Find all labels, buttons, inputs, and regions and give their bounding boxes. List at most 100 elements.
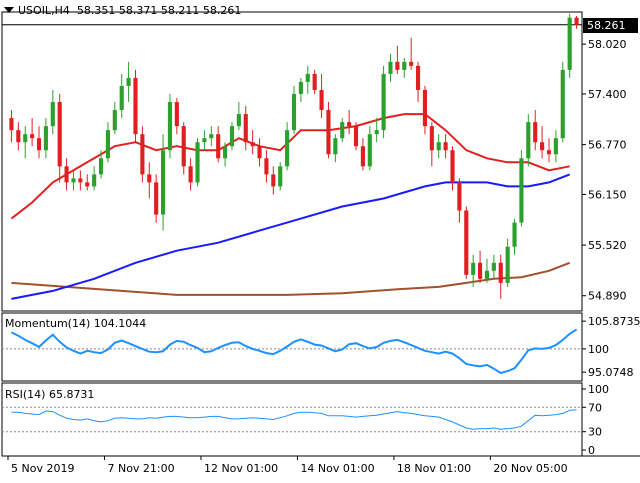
fast-moving-average-line: [10, 113, 570, 220]
price-tick-label: 55.520: [588, 239, 627, 252]
candle-body: [126, 77, 131, 86]
momentum-line: [10, 328, 578, 375]
candle: [291, 85, 297, 135]
candle: [257, 138, 262, 167]
dropdown-triangle-icon[interactable]: [4, 7, 14, 13]
candle-body: [271, 174, 276, 187]
candle-body: [326, 110, 331, 155]
candle-body: [347, 122, 352, 127]
candle-body: [395, 61, 400, 70]
price-tick-label: 58.020: [588, 38, 627, 51]
time-tick-label: 20 Nov 05:00: [493, 462, 567, 475]
candle-body: [30, 134, 35, 139]
last-price-tag: 58.261: [583, 17, 638, 33]
candle: [443, 134, 448, 159]
candle: [119, 73, 124, 119]
candle-body: [340, 122, 345, 139]
candle: [422, 85, 428, 135]
candle: [471, 254, 476, 287]
candle: [395, 45, 400, 74]
low-value: 58.211: [160, 4, 200, 17]
candle-body: [450, 150, 455, 183]
candle: [388, 53, 393, 82]
candle: [540, 126, 545, 159]
candle: [9, 110, 14, 143]
candle-body: [436, 142, 441, 151]
candle-body: [333, 138, 338, 155]
candle: [278, 162, 283, 191]
candle: [264, 150, 269, 183]
candle: [305, 65, 310, 94]
candle: [498, 254, 503, 299]
candle-body: [409, 61, 414, 66]
candle: [23, 126, 28, 159]
candle: [450, 146, 455, 191]
candle-body: [71, 178, 76, 183]
candle-body: [422, 89, 428, 127]
candle: [236, 102, 241, 131]
candle-body: [402, 61, 407, 70]
candle: [64, 158, 69, 191]
rsi-tick-label: 0: [588, 444, 595, 457]
candle-body: [360, 146, 365, 167]
candle: [333, 134, 338, 163]
candle: [429, 122, 434, 167]
candle-body: [526, 122, 531, 159]
candle-body: [105, 130, 110, 159]
candle: [457, 178, 462, 223]
candle-body: [533, 122, 538, 143]
candle-body: [471, 262, 476, 275]
candle: [126, 61, 131, 103]
candle-body: [9, 118, 14, 131]
candle-body: [181, 126, 186, 167]
rsi-tick-label: 70: [588, 401, 602, 414]
candle-body: [574, 17, 579, 25]
candle-body: [319, 89, 324, 111]
candle: [567, 13, 572, 78]
candle: [574, 16, 579, 29]
candle-body: [202, 138, 207, 143]
candle-body: [209, 134, 214, 139]
candle: [78, 170, 83, 191]
slow-moving-average-line: [11, 261, 571, 296]
candle-body: [236, 114, 241, 127]
candle-body: [560, 69, 565, 139]
time-tick-label: 5 Nov 2019: [11, 462, 74, 475]
candle: [92, 166, 97, 191]
candle: [105, 122, 110, 163]
candle-body: [457, 182, 462, 211]
candle-body: [464, 210, 469, 275]
candle-body: [312, 73, 317, 90]
candle-body: [374, 130, 379, 135]
candle-body: [147, 174, 152, 183]
candle: [347, 110, 352, 135]
candle-body: [229, 126, 235, 147]
candle: [147, 162, 152, 199]
candle-body: [498, 262, 503, 283]
candle-body: [98, 158, 104, 175]
price-tick-label: 56.150: [588, 188, 627, 201]
candle-body: [92, 174, 97, 187]
candle-body: [264, 158, 269, 175]
candle-body: [415, 65, 421, 90]
candle-body: [36, 138, 42, 151]
candle-body: [223, 146, 228, 159]
candle: [209, 126, 214, 147]
candle-body: [64, 166, 69, 183]
rsi-tick-label: 100: [588, 383, 609, 396]
candle-body: [250, 142, 255, 147]
candle: [195, 138, 200, 187]
time-tick-label: 14 Nov 01:00: [300, 462, 374, 475]
price-tick-label: 57.400: [588, 88, 627, 101]
candle: [250, 130, 255, 155]
candle: [30, 118, 35, 147]
candle-body: [112, 110, 117, 131]
candle: [71, 170, 76, 191]
candle: [319, 73, 324, 119]
candle-body: [546, 150, 552, 155]
candle: [85, 174, 90, 191]
candle-body: [298, 81, 303, 94]
candle-body: [519, 158, 524, 223]
